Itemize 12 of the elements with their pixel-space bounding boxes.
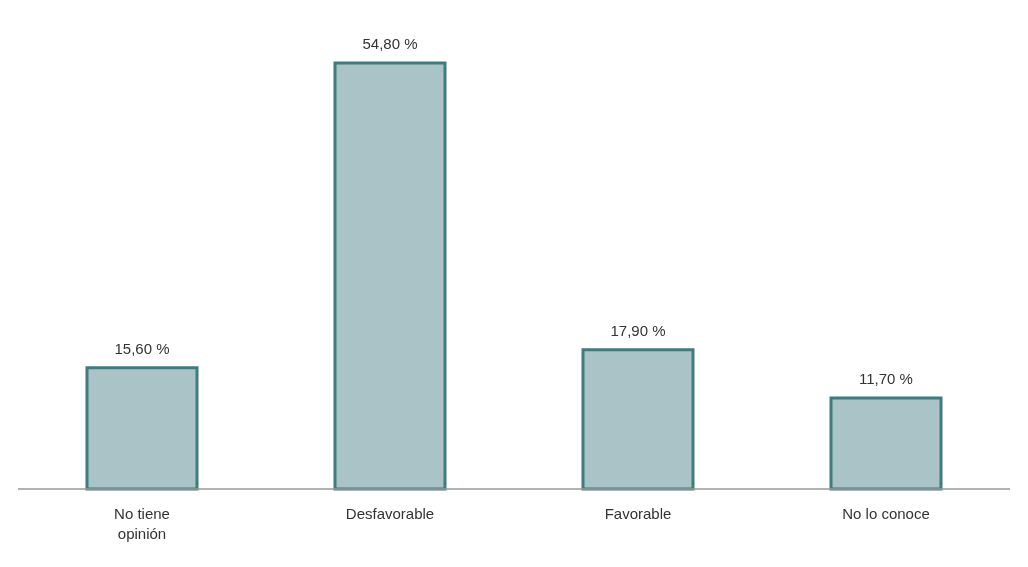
bar (85, 366, 199, 491)
x-tick-label: No lo conoce (842, 505, 930, 522)
x-tick-label: Favorable (604, 505, 672, 522)
x-tick-label: No tiene opinión (114, 505, 170, 542)
data-label: 11,70 % (859, 370, 913, 388)
x-tick-label: Desfavorable (345, 505, 435, 522)
data-label: 54,80 % (362, 35, 418, 52)
data-label: 15,60 % (114, 339, 170, 357)
bar (333, 61, 447, 491)
data-label: 17,90 % (610, 321, 666, 339)
bar (581, 348, 695, 491)
bar (829, 396, 943, 491)
